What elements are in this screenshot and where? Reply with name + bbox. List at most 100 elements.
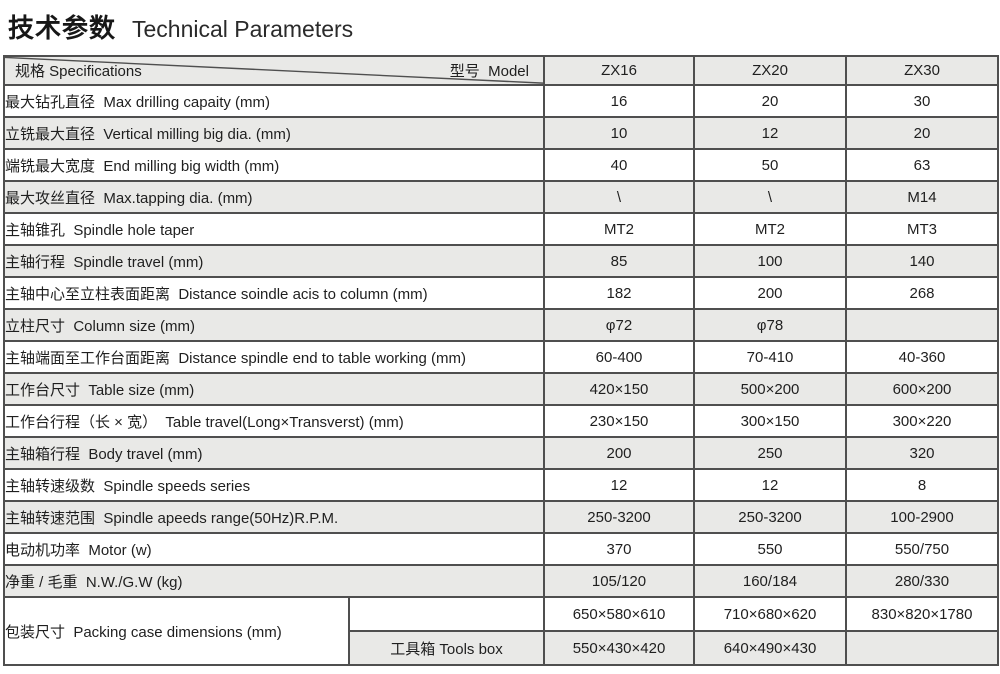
cell-value: 140 bbox=[845, 244, 999, 278]
cell-value: 50 bbox=[693, 148, 847, 182]
model-header-zx20: ZX20 bbox=[693, 55, 847, 86]
cell-value: 8 bbox=[845, 468, 999, 502]
model-header-zx30: ZX30 bbox=[845, 55, 999, 86]
row-label: 最大攻丝直径 Max.tapping dia. (mm) bbox=[3, 180, 545, 214]
row-label: 立柱尺寸 Column size (mm) bbox=[3, 308, 545, 342]
table-row: 主轴端面至工作台面距离 Distance spindle end to tabl… bbox=[3, 340, 999, 374]
model-corner-label: 型号 Model bbox=[449, 63, 529, 80]
cell-value: 370 bbox=[543, 532, 695, 566]
table-row: 立柱尺寸 Column size (mm) φ72 φ78 bbox=[3, 308, 999, 342]
row-label: 主轴转速级数 Spindle speeds series bbox=[3, 468, 545, 502]
cell-value: 250-3200 bbox=[693, 500, 847, 534]
cell-value: 300×150 bbox=[693, 404, 847, 438]
toolsbox-sub-label: 工具箱 Tools box bbox=[348, 630, 545, 666]
cell-value: 200 bbox=[543, 436, 695, 470]
cell-value: MT3 bbox=[845, 212, 999, 246]
cell-value: 830×820×1780 bbox=[845, 596, 999, 632]
cell-value: 300×220 bbox=[845, 404, 999, 438]
spec-corner-label: 规格 Specifications bbox=[15, 63, 142, 80]
table-row: 主轴锥孔 Spindle hole taper MT2 MT2 MT3 bbox=[3, 212, 999, 246]
cell-value: 100 bbox=[693, 244, 847, 278]
cell-value bbox=[845, 630, 999, 666]
table-row: 端铣最大宽度 End milling big width (mm) 40 50 63 bbox=[3, 148, 999, 182]
cell-value: 12 bbox=[543, 468, 695, 502]
table-row: 立铣最大直径 Vertical milling big dia. (mm) 10 1… bbox=[3, 116, 999, 150]
cell-value: 500×200 bbox=[693, 372, 847, 406]
cell-value: 640×490×430 bbox=[693, 630, 847, 666]
cell-value: 85 bbox=[543, 244, 695, 278]
cell-value: 20 bbox=[845, 116, 999, 150]
row-label: 主轴中心至立柱表面距离 Distance soindle acis to col… bbox=[3, 276, 545, 310]
cell-value: φ78 bbox=[693, 308, 847, 342]
cell-value: 710×680×620 bbox=[693, 596, 847, 632]
table-row: 主轴转速范围 Spindle apeeds range(50Hz)R.P.M. 2… bbox=[3, 500, 999, 534]
cell-value: 70-410 bbox=[693, 340, 847, 374]
cell-value: 40 bbox=[543, 148, 695, 182]
technical-parameters-table: 规格 Specifications 型号 Model ZX16 ZX20 ZX3… bbox=[3, 55, 999, 666]
cell-value: 230×150 bbox=[543, 404, 695, 438]
params-table-body: 最大钻孔直径 Max drilling capaity (mm) 16 20 30 立铣… bbox=[3, 84, 999, 598]
row-label-packing: 包装尺寸 Packing case dimensions (mm) bbox=[3, 596, 350, 666]
model-header-zx16: ZX16 bbox=[543, 55, 695, 86]
table-row: 主轴箱行程 Body travel (mm) 200 250 320 bbox=[3, 436, 999, 470]
packing-section: 包装尺寸 Packing case dimensions (mm) 650×58… bbox=[3, 596, 999, 666]
cell-value: 250 bbox=[693, 436, 847, 470]
cell-value: 160/184 bbox=[693, 564, 847, 598]
row-label: 净重 / 毛重 N.W./G.W (kg) bbox=[3, 564, 545, 598]
cell-value: 40-360 bbox=[845, 340, 999, 374]
cell-value: \ bbox=[543, 180, 695, 214]
cell-value bbox=[845, 308, 999, 342]
cell-value: MT2 bbox=[543, 212, 695, 246]
table-row: 主轴行程 Spindle travel (mm) 85 100 140 bbox=[3, 244, 999, 278]
cell-value: \ bbox=[693, 180, 847, 214]
cell-value: 650×580×610 bbox=[543, 596, 695, 632]
row-label: 主轴端面至工作台面距离 Distance spindle end to tabl… bbox=[3, 340, 545, 374]
table-row: 工作台行程（长 × 宽） Table travel(Long×Transvers… bbox=[3, 404, 999, 438]
page-title-zh: 技术参数 bbox=[8, 13, 117, 43]
cell-value: 182 bbox=[543, 276, 695, 310]
table-row: 主轴中心至立柱表面距离 Distance soindle acis to col… bbox=[3, 276, 999, 310]
cell-value: 280/330 bbox=[845, 564, 999, 598]
corner-cell: 规格 Specifications 型号 Model bbox=[3, 55, 545, 86]
cell-value: φ72 bbox=[543, 308, 695, 342]
cell-value: 60-400 bbox=[543, 340, 695, 374]
cell-value: 20 bbox=[693, 84, 847, 118]
row-label: 端铣最大宽度 End milling big width (mm) bbox=[3, 148, 545, 182]
cell-value: 100-2900 bbox=[845, 500, 999, 534]
table-row: 工作台尺寸 Table size (mm) 420×150 500×200 600×2… bbox=[3, 372, 999, 406]
row-label: 电动机功率 Motor (w) bbox=[3, 532, 545, 566]
cell-value: 105/120 bbox=[543, 564, 695, 598]
table-row: 最大攻丝直径 Max.tapping dia. (mm) \ \ M14 bbox=[3, 180, 999, 214]
row-label: 主轴转速范围 Spindle apeeds range(50Hz)R.P.M. bbox=[3, 500, 545, 534]
row-label: 主轴箱行程 Body travel (mm) bbox=[3, 436, 545, 470]
cell-value: 63 bbox=[845, 148, 999, 182]
cell-value: 30 bbox=[845, 84, 999, 118]
cell-value: 16 bbox=[543, 84, 695, 118]
row-label: 立铣最大直径 Vertical milling big dia. (mm) bbox=[3, 116, 545, 150]
page-title: 技术参数 Technical Parameters bbox=[8, 8, 1000, 43]
table-row: 电动机功率 Motor (w) 370 550 550/750 bbox=[3, 532, 999, 566]
cell-value: 420×150 bbox=[543, 372, 695, 406]
cell-value: 250-3200 bbox=[543, 500, 695, 534]
packing-sub-empty-cell bbox=[348, 596, 545, 632]
page-title-en: Technical Parameters bbox=[132, 16, 354, 42]
table-header-row: 规格 Specifications 型号 Model ZX16 ZX20 ZX3… bbox=[3, 55, 999, 86]
cell-value: 268 bbox=[845, 276, 999, 310]
row-label: 主轴行程 Spindle travel (mm) bbox=[3, 244, 545, 278]
row-label: 主轴锥孔 Spindle hole taper bbox=[3, 212, 545, 246]
cell-value: 200 bbox=[693, 276, 847, 310]
table-row: 主轴转速级数 Spindle speeds series 12 12 8 bbox=[3, 468, 999, 502]
row-label: 工作台尺寸 Table size (mm) bbox=[3, 372, 545, 406]
cell-value: MT2 bbox=[693, 212, 847, 246]
cell-value: 550 bbox=[693, 532, 847, 566]
table-row: 净重 / 毛重 N.W./G.W (kg) 105/120 160/184 280/3… bbox=[3, 564, 999, 598]
row-label: 工作台行程（长 × 宽） Table travel(Long×Transvers… bbox=[3, 404, 545, 438]
cell-value: 12 bbox=[693, 116, 847, 150]
table-row: 最大钻孔直径 Max drilling capaity (mm) 16 20 30 bbox=[3, 84, 999, 118]
cell-value: 10 bbox=[543, 116, 695, 150]
row-label: 最大钻孔直径 Max drilling capaity (mm) bbox=[3, 84, 545, 118]
cell-value: 12 bbox=[693, 468, 847, 502]
table-row-packing-toolsbox: 工具箱 Tools box 550×430×420 640×490×430 bbox=[4, 630, 999, 666]
cell-value: 550×430×420 bbox=[543, 630, 695, 666]
cell-value: 550/750 bbox=[845, 532, 999, 566]
